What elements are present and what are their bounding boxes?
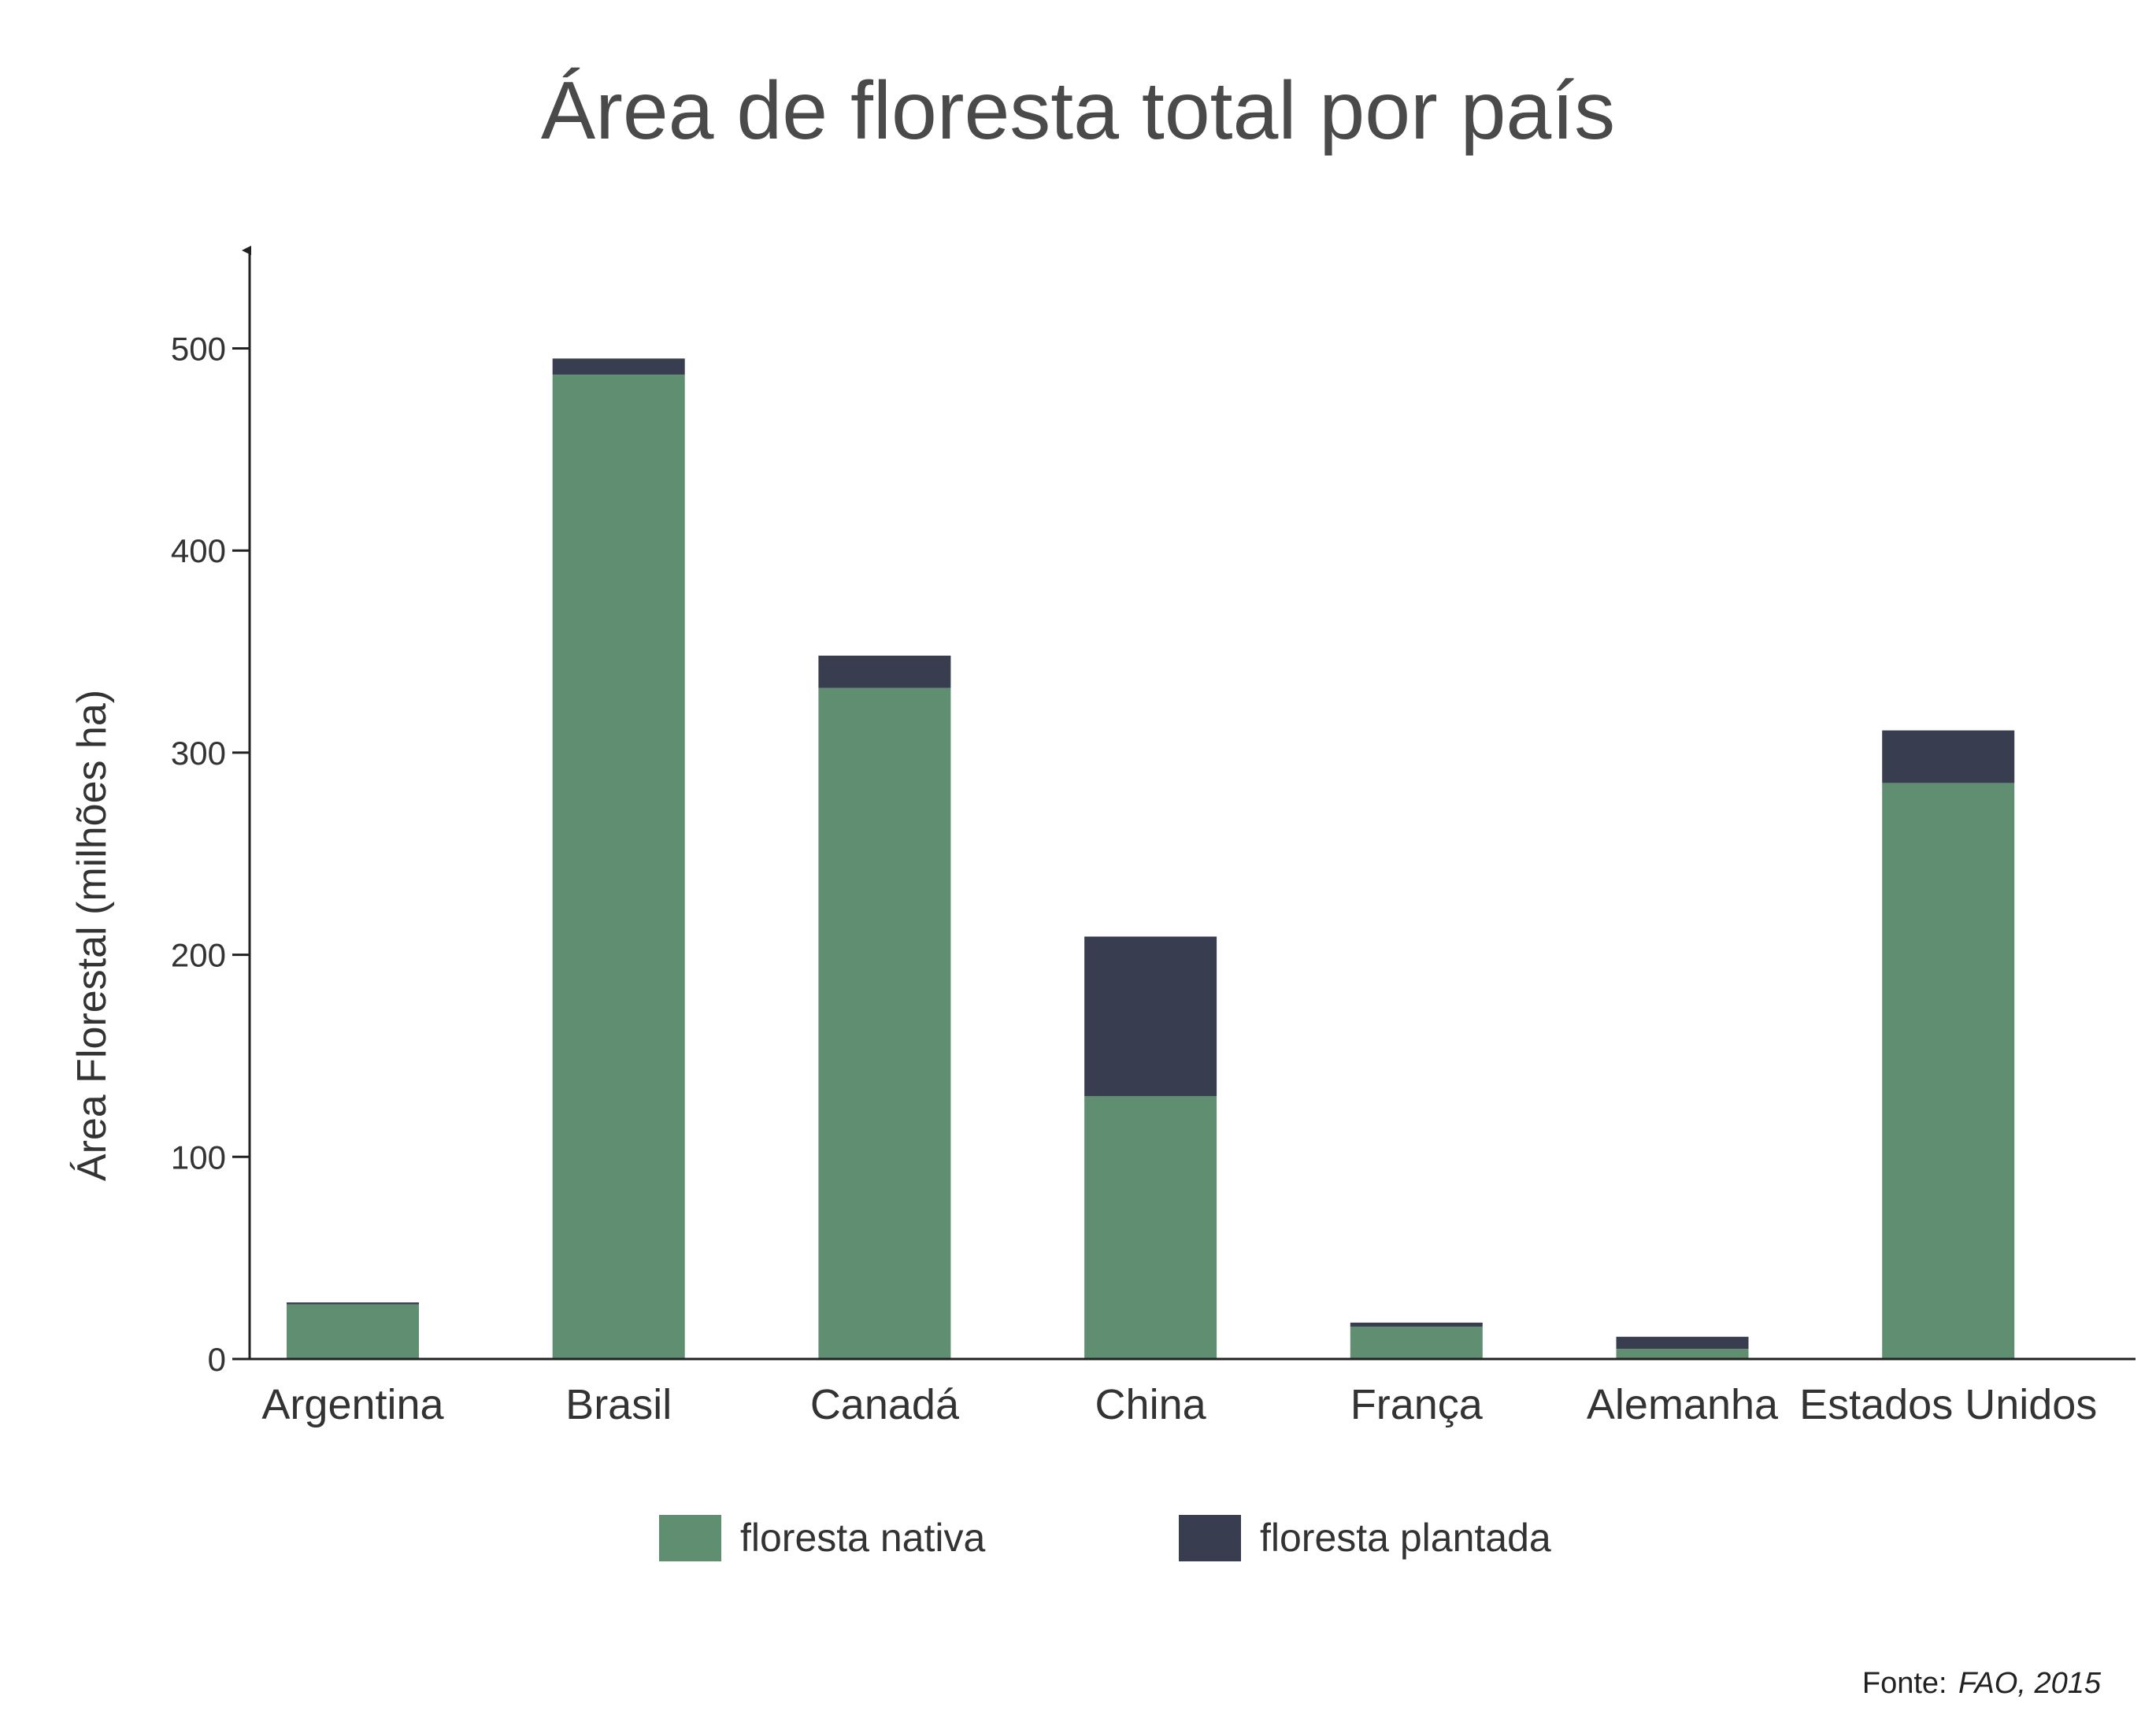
x-tick-label-franca: França <box>1350 1381 1484 1428</box>
bar-china-floresta-nativa <box>1084 1096 1217 1359</box>
bar-china-floresta-plantada <box>1084 936 1217 1097</box>
bar-brasil-floresta-nativa <box>552 374 685 1360</box>
x-tick-label-alemanha: Alemanha <box>1587 1381 1779 1428</box>
x-axis-tick-labels: Argentina Brasil Canadá China França Alemanha… <box>261 1381 2097 1428</box>
source-label: Fonte: <box>1862 1667 1947 1700</box>
x-tick-label-brasil: Brasil <box>565 1381 672 1428</box>
bar-alemanha-floresta-plantada <box>1616 1336 1749 1350</box>
bar-estados-unidos-floresta-nativa <box>1882 783 2015 1359</box>
y-tick-label: 0 <box>208 1341 226 1378</box>
y-tick-label: 400 <box>171 532 226 569</box>
bar-alemanha-floresta-nativa <box>1616 1349 1749 1359</box>
chart-title: Área de floresta total por país <box>541 65 1615 157</box>
x-tick-label-estados-unidos: Estados Unidos <box>1799 1381 2097 1428</box>
y-tick-label: 100 <box>171 1139 226 1176</box>
bar-franca-floresta-nativa <box>1350 1326 1483 1359</box>
bar-argentina-floresta-plantada <box>287 1302 419 1305</box>
bar-canada-floresta-nativa <box>818 687 951 1359</box>
bars <box>287 358 2015 1360</box>
legend-label-floresta-nativa: floresta nativa <box>740 1516 985 1560</box>
bar-franca-floresta-plantada <box>1350 1322 1483 1327</box>
bar-argentina-floresta-nativa <box>287 1304 419 1359</box>
bar-canada-floresta-plantada <box>818 655 951 688</box>
legend-swatch-floresta-nativa <box>659 1515 721 1561</box>
y-tick-label: 500 <box>171 331 226 368</box>
source-note: Fonte: FAO, 2015 <box>1862 1667 2102 1700</box>
bar-estados-unidos-floresta-plantada <box>1882 730 2015 783</box>
legend-label-floresta-plantada: floresta plantada <box>1260 1516 1551 1560</box>
y-tick-label: 300 <box>171 735 226 772</box>
x-tick-label-argentina: Argentina <box>261 1381 444 1428</box>
x-tick-label-china: China <box>1095 1381 1207 1428</box>
y-axis-ticks: 0 100 200 300 400 500 <box>171 331 250 1378</box>
legend-swatch-floresta-plantada <box>1179 1515 1241 1561</box>
legend: floresta nativa floresta plantada <box>659 1515 1551 1561</box>
y-tick-label: 200 <box>171 937 226 974</box>
x-tick-label-canada: Canadá <box>810 1381 960 1428</box>
y-axis-label: Área Florestal (milhões ha) <box>69 690 115 1181</box>
bar-brasil-floresta-plantada <box>552 358 685 375</box>
source-value: FAO, 2015 <box>1958 1667 2102 1700</box>
